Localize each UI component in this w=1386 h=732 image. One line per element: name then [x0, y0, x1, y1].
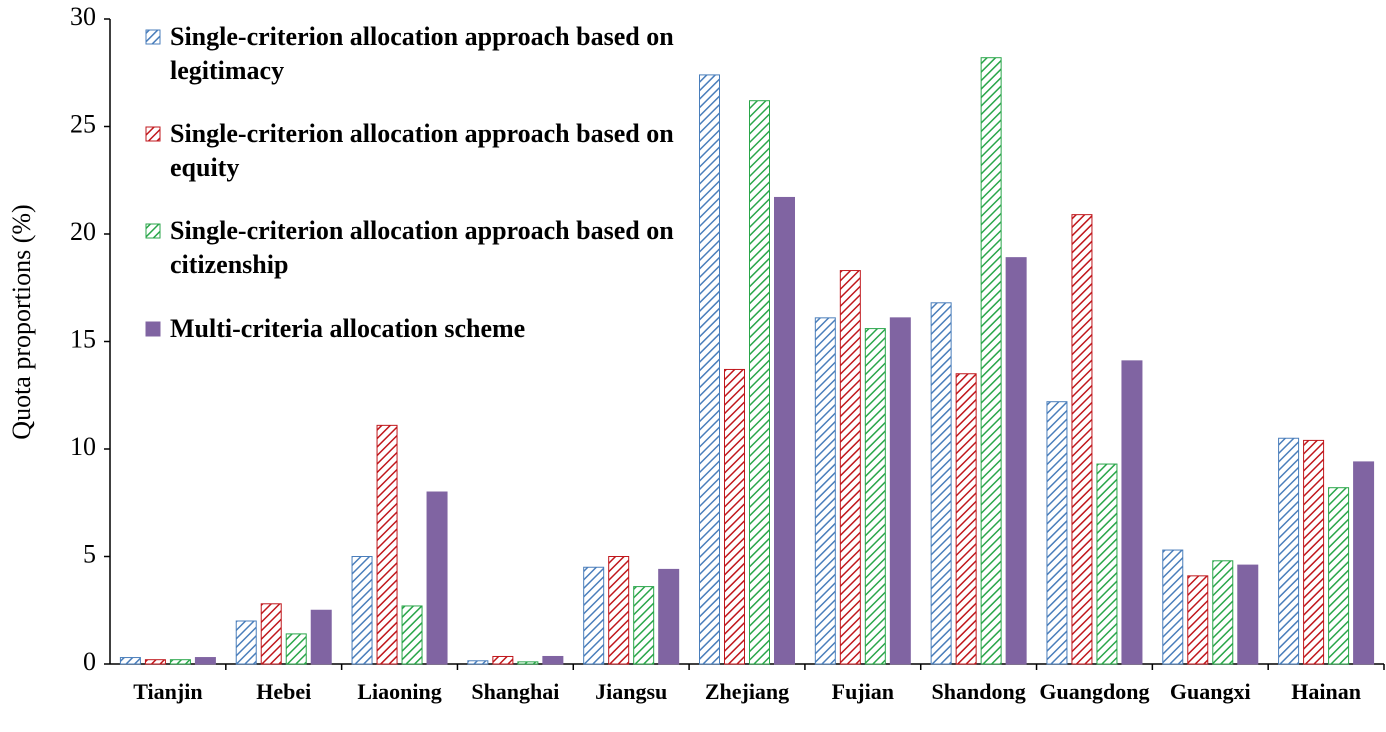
y-tick-label: 10 — [70, 432, 96, 461]
bar — [608, 556, 630, 665]
y-axis-label: Quota proportions (%) — [7, 204, 36, 439]
bar — [633, 586, 655, 665]
y-tick-label: 0 — [83, 647, 96, 676]
legend-label: Multi-criteria allocation scheme — [170, 314, 526, 343]
legend-swatch — [145, 321, 161, 337]
bar — [1046, 401, 1068, 665]
bar — [235, 620, 257, 665]
legend-swatch — [145, 29, 161, 45]
x-tick-label: Liaoning — [357, 679, 441, 704]
bar — [1005, 257, 1027, 665]
y-tick-label: 15 — [70, 324, 96, 353]
bar — [467, 660, 489, 665]
y-tick-label: 5 — [83, 539, 96, 568]
legend-swatch — [145, 126, 161, 142]
bar — [774, 196, 795, 665]
x-tick-label: Shandong — [932, 679, 1026, 704]
y-tick-label: 20 — [70, 217, 96, 246]
legend-swatch — [145, 223, 161, 239]
x-tick-label: Zhejiang — [705, 679, 789, 704]
bar — [1162, 549, 1184, 665]
bar — [492, 655, 514, 665]
bar — [119, 657, 141, 665]
bar — [889, 317, 911, 665]
bar — [1187, 575, 1209, 665]
bar — [1303, 439, 1325, 665]
y-tick-label: 30 — [70, 2, 96, 31]
x-tick-label: Guangxi — [1170, 679, 1251, 704]
x-tick-label: Jiangsu — [595, 679, 667, 704]
bar — [1096, 463, 1118, 665]
bar — [260, 603, 282, 665]
legend-item: Single-criterion allocation approach bas… — [170, 22, 674, 85]
x-tick-label: Hainan — [1291, 679, 1361, 704]
bar — [1212, 560, 1234, 665]
bar — [376, 424, 398, 665]
legend-label: Single-criterion allocation approach bas… — [170, 119, 674, 182]
bar — [749, 100, 770, 665]
bar — [724, 368, 745, 665]
bar — [980, 57, 1002, 665]
bar — [814, 317, 836, 665]
bar — [583, 566, 605, 665]
bar — [401, 605, 423, 665]
bar — [310, 609, 332, 665]
bar — [169, 659, 191, 665]
bar — [426, 491, 448, 665]
x-tick-label: Guangdong — [1039, 679, 1149, 704]
bar — [658, 568, 680, 665]
bar — [542, 655, 564, 665]
x-tick-label: Tianjin — [133, 679, 202, 704]
bar — [285, 633, 307, 665]
bar — [839, 270, 861, 665]
bar — [517, 661, 539, 665]
bar — [351, 556, 373, 665]
legend-item: Single-criterion allocation approach bas… — [170, 119, 674, 182]
bar — [930, 302, 952, 665]
x-tick-label: Fujian — [832, 679, 894, 704]
bar — [1353, 461, 1375, 665]
bar — [194, 657, 216, 665]
bar — [1071, 214, 1093, 665]
bar — [1237, 564, 1259, 665]
y-tick-label: 25 — [70, 109, 96, 138]
x-tick-label: Hebei — [256, 679, 311, 704]
bar — [1278, 437, 1300, 665]
bar — [699, 74, 720, 665]
legend-item: Multi-criteria allocation scheme — [170, 314, 526, 343]
legend-label: Single-criterion allocation approach bas… — [170, 22, 674, 85]
bar — [864, 328, 886, 665]
bar — [1328, 487, 1350, 665]
x-tick-label: Shanghai — [471, 679, 559, 704]
legend-item: Single-criterion allocation approach bas… — [170, 216, 674, 279]
legend-label: Single-criterion allocation approach bas… — [170, 216, 674, 279]
bar — [1121, 360, 1143, 665]
bar — [955, 373, 977, 665]
bar — [144, 659, 166, 665]
